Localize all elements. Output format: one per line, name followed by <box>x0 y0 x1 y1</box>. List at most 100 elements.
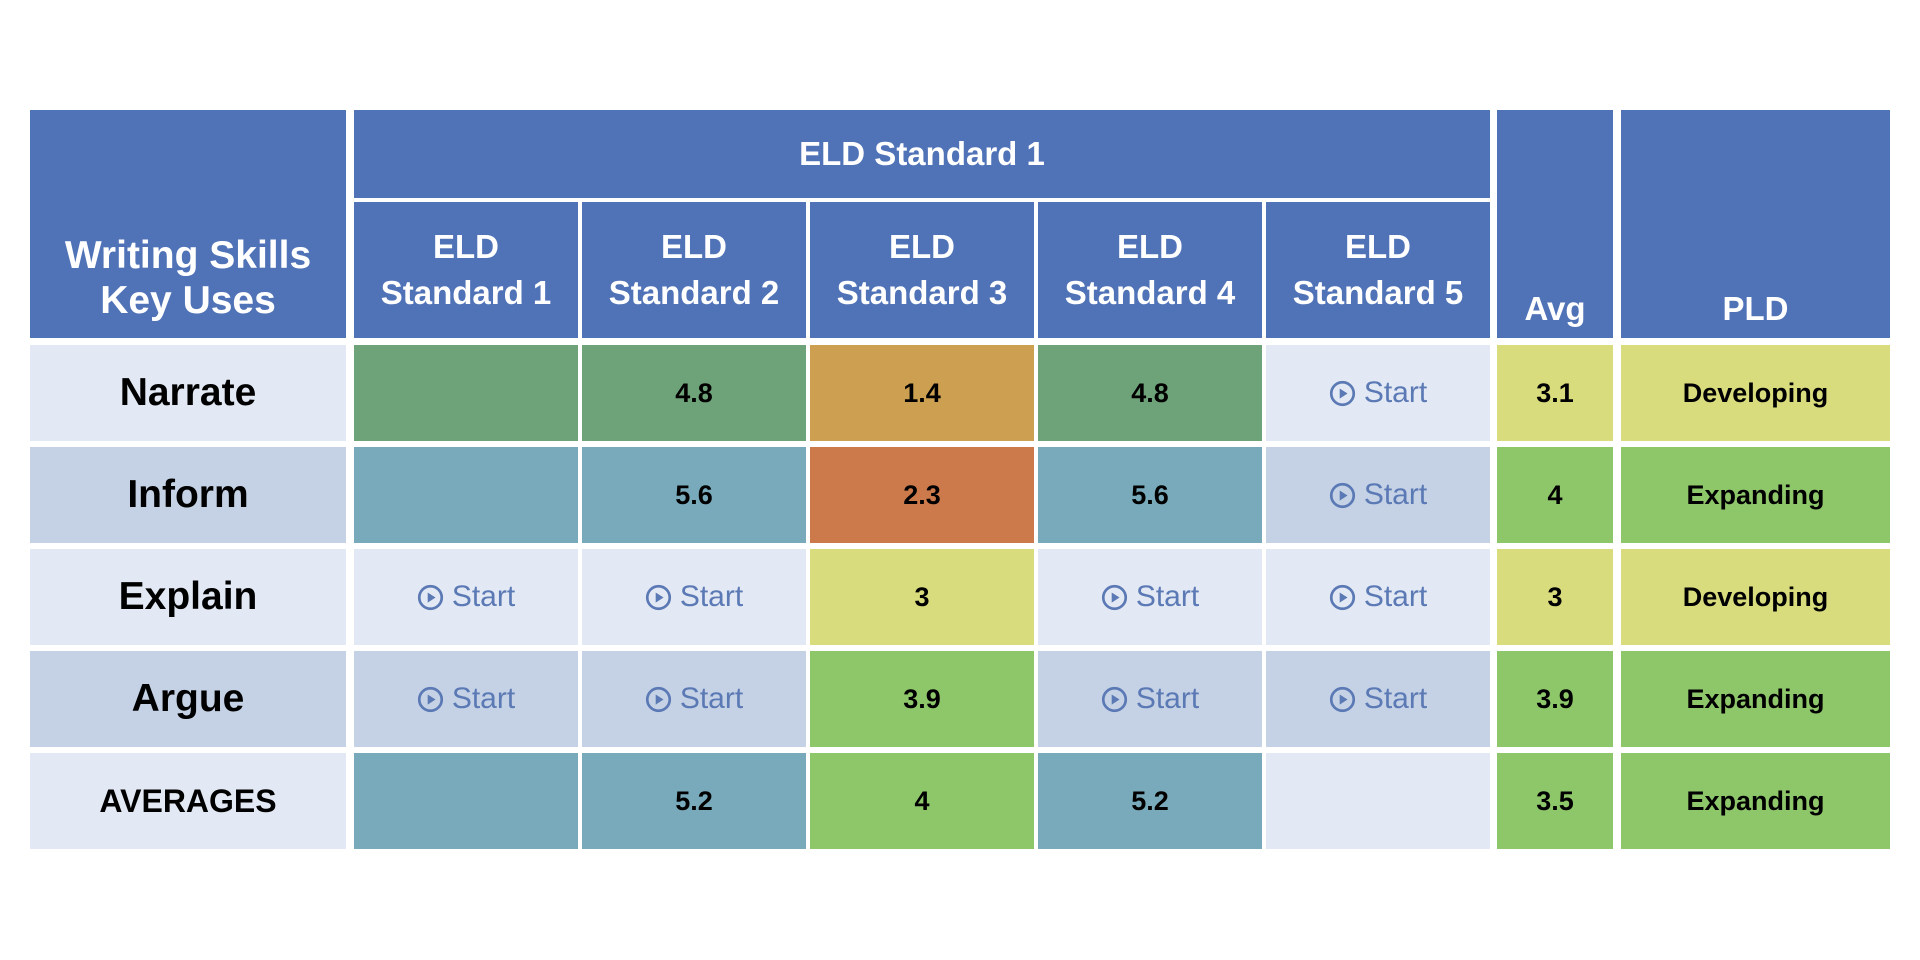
pld-value: Expanding <box>1686 479 1825 510</box>
play-circle-icon <box>1101 686 1128 713</box>
start-button[interactable]: Start <box>1329 376 1427 410</box>
score-cell: 5.2 <box>1038 753 1262 849</box>
header-standard-3: ELD Standard 3 <box>810 202 1034 338</box>
score-cell: 5.6 <box>1038 447 1262 543</box>
row-label-cell: Argue <box>30 651 346 747</box>
header-standard-1: ELD Standard 1 <box>354 202 578 338</box>
avg-value: 3.1 <box>1536 377 1574 408</box>
score-value: 4 <box>914 785 930 816</box>
score-value: 3 <box>914 581 930 612</box>
score-value: 5.2 <box>1131 785 1169 816</box>
score-cell: 4 <box>810 753 1034 849</box>
score-value: 5.2 <box>675 785 713 816</box>
score-cell: Start <box>582 549 806 645</box>
score-value: 5.6 <box>675 479 713 510</box>
score-cell: Start <box>1038 651 1262 747</box>
play-circle-icon <box>1101 584 1128 611</box>
play-circle-icon <box>1329 482 1356 509</box>
avg-cell: 3.5 <box>1497 753 1613 849</box>
start-button[interactable]: Start <box>645 580 743 614</box>
score-cell: 5.6 <box>582 447 806 543</box>
header-standard-line2: Standard 4 <box>1064 274 1236 311</box>
score-value: 5.6 <box>1131 479 1169 510</box>
start-button-label: Start <box>1363 376 1428 409</box>
row-label: Argue <box>131 677 245 720</box>
row-label: Narrate <box>119 371 257 414</box>
start-button-label: Start <box>1363 682 1428 715</box>
score-cell: Start <box>354 651 578 747</box>
start-button[interactable]: Start <box>1329 580 1427 614</box>
score-value: 1.4 <box>903 377 941 408</box>
start-button[interactable]: Start <box>1329 682 1427 716</box>
header-skills-line2: Key Uses <box>100 279 276 323</box>
avg-value: 3.9 <box>1536 683 1574 714</box>
header-standard-4: ELD Standard 4 <box>1038 202 1262 338</box>
play-circle-icon <box>1329 686 1356 713</box>
play-circle-icon <box>1329 380 1356 407</box>
start-button[interactable]: Start <box>1329 478 1427 512</box>
start-button-label: Start <box>679 580 744 613</box>
start-button[interactable]: Start <box>645 682 743 716</box>
play-circle-icon <box>645 686 672 713</box>
header-skills: Writing Skills Key Uses <box>30 110 346 338</box>
score-cell: Start <box>1266 345 1490 441</box>
header-standard-line2: Standard 1 <box>380 274 552 311</box>
score-cell: 3.9 <box>810 651 1034 747</box>
score-value: 3.9 <box>903 683 941 714</box>
header-avg-label: Avg <box>1524 290 1586 327</box>
row-label-cell: Explain <box>30 549 346 645</box>
header-avg: Avg <box>1497 110 1613 338</box>
avg-cell: 3.9 <box>1497 651 1613 747</box>
row-label-cell: AVERAGES <box>30 753 346 849</box>
header-standard-line1: ELD <box>661 227 727 265</box>
score-cell: Start <box>582 651 806 747</box>
score-cell: 1.4 <box>810 345 1034 441</box>
pld-value: Developing <box>1682 581 1829 612</box>
score-value: 4.8 <box>1131 377 1169 408</box>
header-standard-line1: ELD <box>1345 227 1411 265</box>
score-cell: 5.2 <box>582 753 806 849</box>
header-pld-label: PLD <box>1722 290 1789 327</box>
start-button-label: Start <box>1135 580 1200 613</box>
header-standard-line1: ELD <box>433 227 499 265</box>
score-cell: Start <box>354 549 578 645</box>
score-cell <box>354 447 578 543</box>
start-button-label: Start <box>451 580 516 613</box>
row-label-cell: Inform <box>30 447 346 543</box>
start-button-label: Start <box>1363 580 1428 613</box>
header-standard-line1: ELD <box>889 227 955 265</box>
avg-cell: 3 <box>1497 549 1613 645</box>
pld-cell: Developing <box>1621 549 1890 645</box>
pld-cell: Expanding <box>1621 753 1890 849</box>
row-label: AVERAGES <box>99 782 277 819</box>
start-button[interactable]: Start <box>417 682 515 716</box>
header-standard-line2: Standard 5 <box>1292 274 1464 311</box>
score-cell: Start <box>1038 549 1262 645</box>
row-label-cell: Narrate <box>30 345 346 441</box>
score-cell: Start <box>1266 549 1490 645</box>
score-cell <box>354 753 578 849</box>
avg-cell: 4 <box>1497 447 1613 543</box>
avg-value: 3 <box>1547 581 1563 612</box>
header-pld: PLD <box>1621 110 1890 338</box>
play-circle-icon <box>645 584 672 611</box>
pld-cell: Expanding <box>1621 447 1890 543</box>
score-value: 4.8 <box>675 377 713 408</box>
start-button-label: Start <box>679 682 744 715</box>
score-cell <box>1266 753 1490 849</box>
start-button-label: Start <box>1363 478 1428 511</box>
play-circle-icon <box>417 686 444 713</box>
score-value: 2.3 <box>903 479 941 510</box>
pld-cell: Developing <box>1621 345 1890 441</box>
avg-value: 4 <box>1547 479 1563 510</box>
score-cell: 4.8 <box>582 345 806 441</box>
start-button[interactable]: Start <box>1101 682 1199 716</box>
header-group: ELD Standard 1 <box>354 110 1490 198</box>
start-button[interactable]: Start <box>417 580 515 614</box>
start-button-label: Start <box>1135 682 1200 715</box>
score-cell: Start <box>1266 651 1490 747</box>
start-button[interactable]: Start <box>1101 580 1199 614</box>
header-group-label: ELD Standard 1 <box>799 135 1045 172</box>
score-cell: 3 <box>810 549 1034 645</box>
avg-cell: 3.1 <box>1497 345 1613 441</box>
